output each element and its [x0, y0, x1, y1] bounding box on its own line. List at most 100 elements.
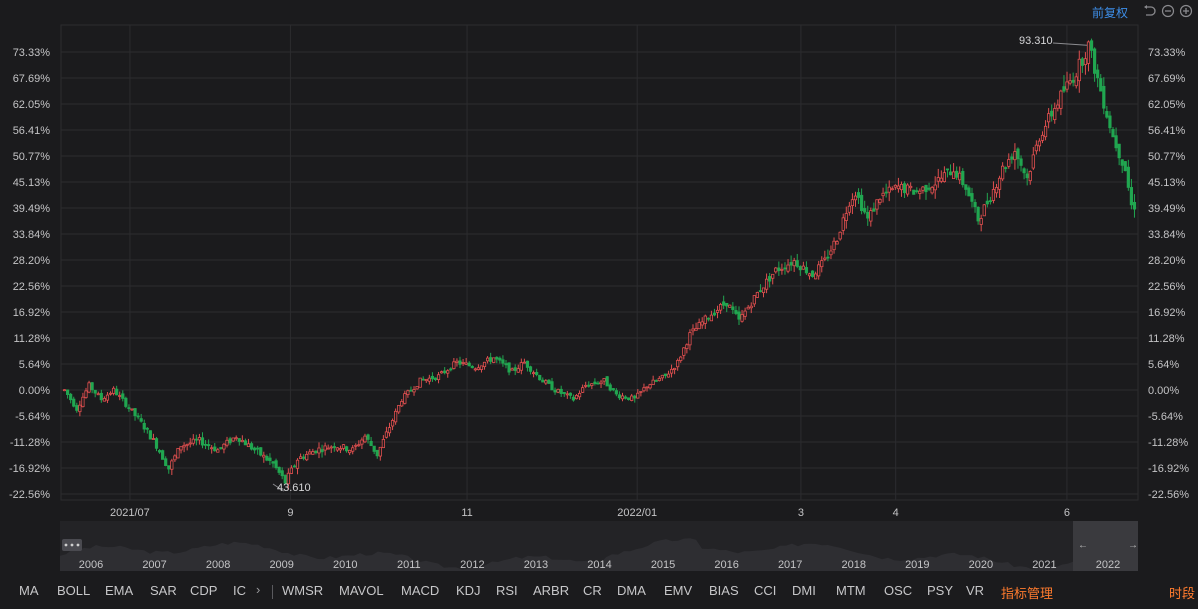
y-tick-label-left: 11.28%	[14, 333, 51, 345]
period-button[interactable]: 时段	[1169, 586, 1196, 601]
indicator-boll[interactable]: BOLL	[57, 583, 91, 598]
y-tick-label-right: 39.49%	[1148, 203, 1186, 215]
candle	[1102, 77, 1106, 115]
y-tick-label-right: -16.92%	[1148, 463, 1189, 475]
candle	[341, 444, 346, 451]
indicator-ema[interactable]: EMA	[105, 583, 134, 598]
indicator-cdp[interactable]: CDP	[190, 583, 218, 598]
y-tick-label-right: 16.92%	[1148, 307, 1186, 319]
candle	[1031, 147, 1035, 171]
candle	[1056, 99, 1060, 112]
candle	[400, 399, 404, 407]
candle	[176, 447, 180, 459]
candle	[1111, 127, 1115, 138]
ellipsis-icon[interactable]	[62, 539, 82, 551]
candle	[440, 370, 444, 374]
candle	[1010, 153, 1014, 164]
candle	[188, 437, 192, 448]
candle	[810, 270, 815, 278]
indicator-macd[interactable]: MACD	[401, 583, 440, 598]
zoom-out-icon[interactable]	[1161, 4, 1175, 18]
adjust-mode-button[interactable]: 前复权	[1092, 6, 1129, 20]
candle	[1022, 167, 1026, 180]
candle	[657, 375, 661, 382]
candle	[899, 181, 904, 197]
candle	[718, 302, 723, 314]
indicator-arbr[interactable]: ARBR	[533, 583, 570, 598]
candle	[142, 419, 146, 433]
candle	[121, 390, 125, 402]
candle	[798, 265, 802, 276]
candle	[697, 318, 701, 330]
indicator-vr[interactable]: VR	[966, 583, 985, 598]
indicator-bias[interactable]: BIAS	[709, 583, 739, 598]
candle	[461, 358, 465, 366]
zoom-in-icon[interactable]	[1179, 4, 1193, 18]
candle	[829, 245, 833, 260]
candle	[584, 381, 588, 389]
candle	[764, 273, 769, 294]
y-tick-label-left: -5.64%	[15, 411, 50, 423]
y-tick-label-right: 5.64%	[1148, 359, 1179, 371]
x-tick-label: 2021/07	[110, 507, 150, 519]
candle	[936, 168, 940, 188]
indicator-ma[interactable]: MA	[19, 583, 39, 598]
indicator-cr[interactable]: CR	[583, 583, 602, 598]
candle	[344, 445, 349, 453]
y-tick-label-right: 11.28%	[1148, 333, 1185, 345]
candle	[694, 322, 698, 331]
navigator-selection[interactable]	[1073, 521, 1138, 571]
y-tick-label-right: 22.56%	[1148, 281, 1186, 293]
indicator-psy[interactable]: PSY	[927, 583, 954, 598]
navigator-year-label: 2011	[397, 559, 421, 571]
navigator-year-label: 2012	[460, 559, 484, 571]
candle	[807, 272, 812, 280]
candle	[464, 357, 468, 365]
candle	[1001, 162, 1005, 182]
candle	[1040, 131, 1045, 144]
x-tick-label: 3	[798, 507, 804, 519]
chevron-right-icon[interactable]: ›	[256, 582, 261, 597]
candlestick-chart[interactable]: 73.33% 67.69% 62.05% 56.41% 50.77% 45.13% 39.4…	[0, 0, 1198, 520]
indicator-kdj[interactable]: KDJ	[456, 583, 481, 598]
range-navigator[interactable]: ← → 2006 2007 2008 2009 2010 2011 2012 2013 2014…	[60, 521, 1138, 571]
undo-icon[interactable]	[1142, 4, 1156, 18]
candle	[804, 261, 809, 275]
candle	[311, 448, 315, 455]
candle	[136, 412, 140, 420]
navigator-year-label: 2010	[333, 559, 357, 571]
candle	[185, 443, 189, 451]
candle	[280, 467, 284, 480]
indicator-mavol[interactable]: MAVOL	[339, 583, 384, 598]
indicator-emv[interactable]: EMV	[664, 583, 693, 598]
indicator-osc[interactable]: OSC	[884, 583, 913, 598]
indicator-rsi[interactable]: RSI	[496, 583, 518, 598]
indicator-dmi[interactable]: DMI	[792, 583, 816, 598]
indicator-bar: MA BOLL EMA SAR CDP IC WMSR MAVOL MACD KDJ RSI ARBR…	[0, 577, 1198, 609]
candle	[127, 404, 131, 412]
indicator-cci[interactable]: CCI	[754, 583, 777, 598]
candle	[473, 367, 477, 372]
indicator-manage-button[interactable]: 指标管理	[1001, 586, 1054, 601]
candle	[801, 261, 805, 270]
indicator-sar[interactable]: SAR	[150, 583, 177, 598]
annotations: 93.310 43.610	[272, 35, 1087, 494]
y-tick-label-left: 39.49%	[13, 203, 51, 215]
y-tick-label-right: -5.64%	[1148, 411, 1183, 423]
indicator-mtm[interactable]: MTM	[836, 583, 866, 598]
candle	[605, 376, 609, 387]
candle	[157, 449, 162, 454]
candle	[467, 361, 471, 367]
candle	[673, 367, 677, 375]
candle	[133, 408, 137, 421]
navigator-year-label: 2022	[1096, 559, 1120, 571]
indicator-wmsr[interactable]: WMSR	[282, 583, 324, 598]
candle	[734, 305, 738, 316]
indicator-ic[interactable]: IC	[233, 583, 246, 598]
x-axis: 2021/07 9 11 2022/01 3 4 6	[110, 507, 1070, 519]
candle	[366, 433, 370, 444]
candle	[470, 365, 474, 369]
y-tick-label-right: 45.13%	[1148, 177, 1186, 189]
indicator-dma[interactable]: DMA	[617, 583, 646, 598]
candle	[688, 329, 692, 351]
